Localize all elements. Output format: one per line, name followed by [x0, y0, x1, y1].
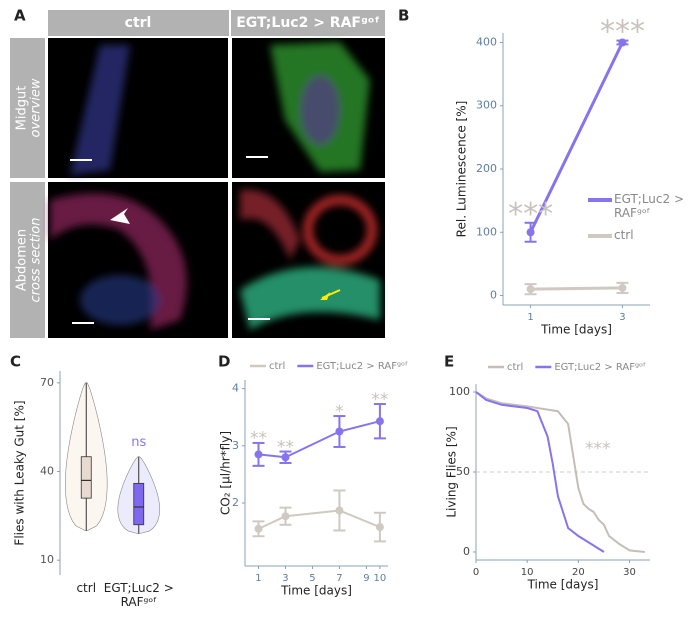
panel-letter: E [444, 353, 454, 371]
significance: * [335, 402, 344, 422]
x-axis-label: Time [days] [280, 584, 352, 598]
x-tick-label: 0 [473, 567, 479, 578]
y-tick-label: 300 [476, 99, 497, 112]
legend-label: ctrl [269, 361, 285, 372]
x-tick-label: 10 [521, 567, 534, 578]
x-tick-label: 3 [282, 573, 288, 584]
y-tick-label: 2 [232, 496, 239, 509]
y-tick-label: 70 [40, 376, 54, 389]
x-tick-label: EGT;Luc2 > RAFᵍᵒᶠ [103, 581, 174, 609]
x-tick-label: 20 [572, 567, 585, 578]
x-tick-label-box: ctrl [76, 581, 97, 595]
y-tick-label: 200 [476, 162, 497, 175]
significance: *** [585, 439, 611, 459]
legend-label-box: EGT;Luc2 > RAFᵍᵒᶠ [614, 192, 685, 220]
point [281, 512, 290, 521]
row-title: Midgut [15, 86, 30, 131]
box [80, 456, 92, 499]
row-bar [10, 38, 45, 178]
tissue [50, 42, 380, 330]
point [618, 38, 627, 47]
panel-a: A ctrl EGT;Luc2 > RAFᵍᵒᶠ Midgut overview… [10, 7, 385, 338]
y-tick-label: 40 [40, 465, 54, 478]
y-axis-label: Flies with Leaky Gut [%] [13, 400, 27, 545]
y-tick-label: 10 [40, 553, 54, 566]
point [375, 523, 384, 532]
point [526, 228, 535, 237]
row-subtitle: overview [29, 78, 44, 137]
x-tick-label: 3 [619, 312, 625, 323]
x-tick-label: 1 [527, 312, 533, 323]
panel-letter: D [218, 353, 230, 371]
x-axis-label: Time [days] [527, 578, 599, 592]
arrowhead [320, 292, 330, 300]
x-axis-label: Time [days] [540, 323, 612, 337]
x-tick-label: 10 [374, 573, 387, 584]
point [281, 453, 290, 462]
y-axis-label: CO₂ [µl/hr*fly] [219, 431, 233, 515]
significance: ns [131, 435, 146, 450]
x-tick-label: 1 [255, 573, 261, 584]
point [254, 450, 263, 459]
x-tick-label: ctrl [76, 581, 97, 595]
legend-label: EGT;Luc2 > RAFᵍᵒᶠ [554, 362, 646, 373]
legend-label: EGT;Luc2 > RAFᵍᵒᶠ [316, 361, 408, 372]
x-tick-label-box: EGT;Luc2 > RAFᵍᵒᶠ [103, 581, 174, 609]
x-tick-label: 5 [309, 573, 315, 584]
legend-label: EGT;Luc2 > RAFᵍᵒᶠ [614, 192, 685, 220]
series-line [475, 391, 645, 553]
significance: ** [250, 429, 267, 449]
header-bar [48, 10, 385, 36]
point [254, 524, 263, 533]
significance: ** [371, 390, 388, 410]
point [335, 427, 344, 436]
row-title: Abdomen [15, 229, 30, 291]
y-tick-label: 0 [490, 289, 497, 302]
y-tick-label: 50 [456, 465, 470, 478]
legend-label-box: ctrl [614, 228, 634, 242]
series-line [258, 420, 381, 459]
significance: *** [508, 197, 553, 232]
point [375, 417, 384, 426]
series-line [530, 286, 623, 291]
y-axis-label: Rel. Luminescence [%] [455, 101, 469, 238]
panel-letter: C [10, 353, 21, 371]
y-tick-label: 4 [232, 382, 239, 395]
point [526, 285, 535, 294]
x-tick-label: 30 [623, 567, 636, 578]
significance: *** [600, 15, 645, 50]
column-title: ctrl [125, 15, 152, 31]
significance: ** [277, 437, 294, 457]
series-line [475, 391, 605, 553]
legend-label: ctrl [614, 228, 634, 242]
row-subtitle: cross section [29, 218, 44, 303]
series-line [529, 41, 624, 233]
y-tick-label: 400 [476, 35, 497, 48]
panel-letter: B [398, 7, 409, 25]
point [618, 283, 627, 292]
series-line [258, 509, 381, 530]
arrowhead [110, 208, 130, 224]
point [335, 506, 344, 515]
column-title: EGT;Luc2 > RAFᵍᵒᶠ [236, 15, 380, 31]
box [133, 482, 145, 526]
y-tick-label: 3 [232, 439, 239, 452]
legend-label: ctrl [507, 362, 523, 373]
y-tick-label: 100 [476, 225, 497, 238]
panel-letter: A [14, 7, 26, 25]
row-bar [10, 182, 45, 338]
x-tick-label: 7 [336, 573, 342, 584]
x-tick-label: 9 [363, 573, 369, 584]
y-axis-label: Living Flies [%] [445, 426, 459, 517]
y-tick-label: 0 [463, 545, 470, 558]
y-tick-label: 100 [449, 385, 470, 398]
